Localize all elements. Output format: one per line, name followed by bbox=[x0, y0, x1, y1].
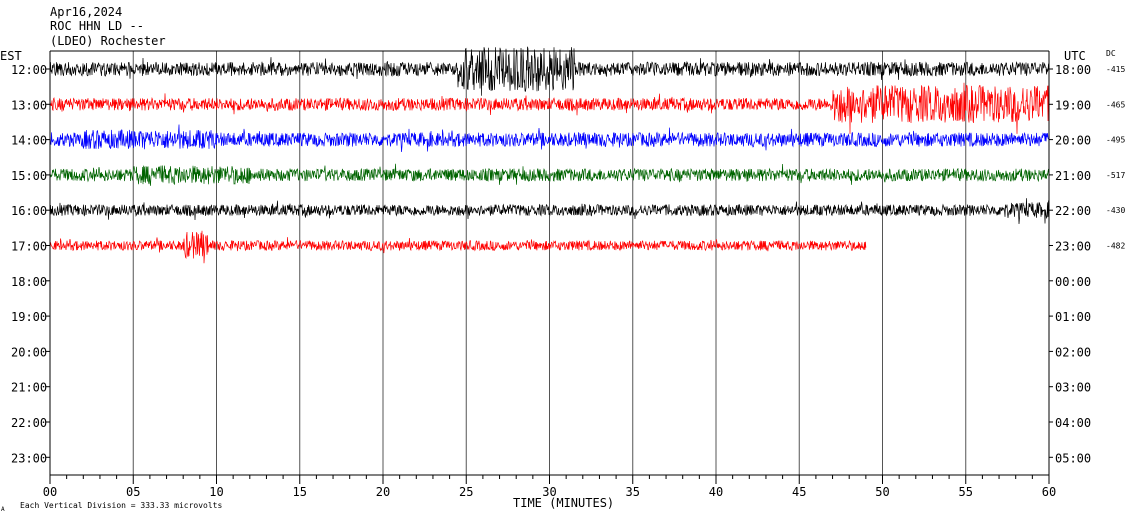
plot-frame bbox=[46, 50, 1053, 484]
trace-hour-4 bbox=[49, 198, 1050, 225]
header-date: Apr16,2024 bbox=[50, 5, 122, 19]
left-hour-label: 16:00 bbox=[11, 204, 47, 218]
x-tick-label: 15 bbox=[293, 485, 307, 499]
x-axis-title: TIME (MINUTES) bbox=[513, 496, 614, 510]
left-hour-label: 14:00 bbox=[11, 134, 47, 148]
left-hour-label: 15:00 bbox=[11, 169, 47, 183]
x-tick-label: 35 bbox=[626, 485, 640, 499]
left-hour-labels: 12:00 13:00 14:00 15:00 16:00 17:00 18:00 19:00… bbox=[11, 63, 47, 465]
x-tick-label: 10 bbox=[209, 485, 223, 499]
left-hour-label: 20:00 bbox=[11, 345, 47, 359]
x-tick-label: 40 bbox=[709, 485, 723, 499]
left-hour-label: 23:00 bbox=[11, 451, 47, 465]
x-tick-label: 55 bbox=[959, 485, 973, 499]
x-tick-label: 20 bbox=[376, 485, 390, 499]
right-timezone-label: UTC bbox=[1064, 49, 1086, 63]
trace-hour-1 bbox=[49, 82, 1050, 134]
x-tick-label: 05 bbox=[126, 485, 140, 499]
header-network: (LDEO) Rochester bbox=[50, 34, 166, 48]
x-axis-tick-labels: 00 05 10 15 20 25 30 35 40 45 50 55 60 bbox=[43, 485, 1056, 499]
dc-value: -482 bbox=[1106, 242, 1125, 251]
right-hour-label: 21:00 bbox=[1055, 169, 1091, 183]
right-hour-label: 04:00 bbox=[1055, 416, 1091, 430]
dc-column-label: DC bbox=[1106, 49, 1116, 58]
right-hour-label: 22:00 bbox=[1055, 204, 1091, 218]
left-hour-label: 19:00 bbox=[11, 310, 47, 324]
seismic-traces bbox=[49, 46, 1050, 264]
left-hour-label: 12:00 bbox=[11, 63, 47, 77]
trace-hour-0 bbox=[49, 46, 1050, 96]
left-hour-label: 13:00 bbox=[11, 98, 47, 112]
x-tick-label: 60 bbox=[1042, 485, 1056, 499]
vertical-division-footnote: Each Vertical Division = 333.33 microvol… bbox=[20, 501, 222, 510]
right-hour-label: 00:00 bbox=[1055, 275, 1091, 289]
header-station: ROC HHN LD -- bbox=[50, 19, 144, 33]
trace-hour-2 bbox=[49, 124, 1050, 153]
trace-hour-3 bbox=[49, 163, 1050, 186]
right-hour-label: 05:00 bbox=[1055, 451, 1091, 465]
right-hour-labels: 18:00 19:00 20:00 21:00 22:00 23:00 00:00 01:00… bbox=[1055, 63, 1091, 465]
right-hour-label: 20:00 bbox=[1055, 134, 1091, 148]
left-timezone-label: EST bbox=[0, 49, 22, 63]
left-hour-label: 17:00 bbox=[11, 240, 47, 254]
left-hour-label: 22:00 bbox=[11, 416, 47, 430]
x-tick-label: 00 bbox=[43, 485, 57, 499]
dc-value: -495 bbox=[1106, 136, 1125, 145]
right-hour-label: 23:00 bbox=[1055, 240, 1091, 254]
right-hour-label: 03:00 bbox=[1055, 381, 1091, 395]
dc-value: -517 bbox=[1106, 171, 1125, 180]
dc-value: -430 bbox=[1106, 206, 1125, 215]
dc-value: -415 bbox=[1106, 65, 1125, 74]
x-tick-label: 30 bbox=[542, 485, 556, 499]
footnote-mark: A bbox=[1, 506, 5, 513]
right-hour-label: 01:00 bbox=[1055, 310, 1091, 324]
trace-hour-5 bbox=[49, 230, 867, 264]
left-hour-label: 21:00 bbox=[11, 381, 47, 395]
dc-offset-values: -415 -465 -495 -517 -430 -482 bbox=[1106, 65, 1125, 251]
right-hour-label: 18:00 bbox=[1055, 63, 1091, 77]
x-tick-label: 25 bbox=[459, 485, 473, 499]
right-hour-label: 19:00 bbox=[1055, 98, 1091, 112]
left-hour-label: 18:00 bbox=[11, 275, 47, 289]
dc-value: -465 bbox=[1106, 100, 1125, 109]
right-hour-label: 02:00 bbox=[1055, 345, 1091, 359]
x-tick-label: 50 bbox=[875, 485, 889, 499]
grid-lines bbox=[132, 51, 967, 475]
x-tick-label: 45 bbox=[792, 485, 806, 499]
